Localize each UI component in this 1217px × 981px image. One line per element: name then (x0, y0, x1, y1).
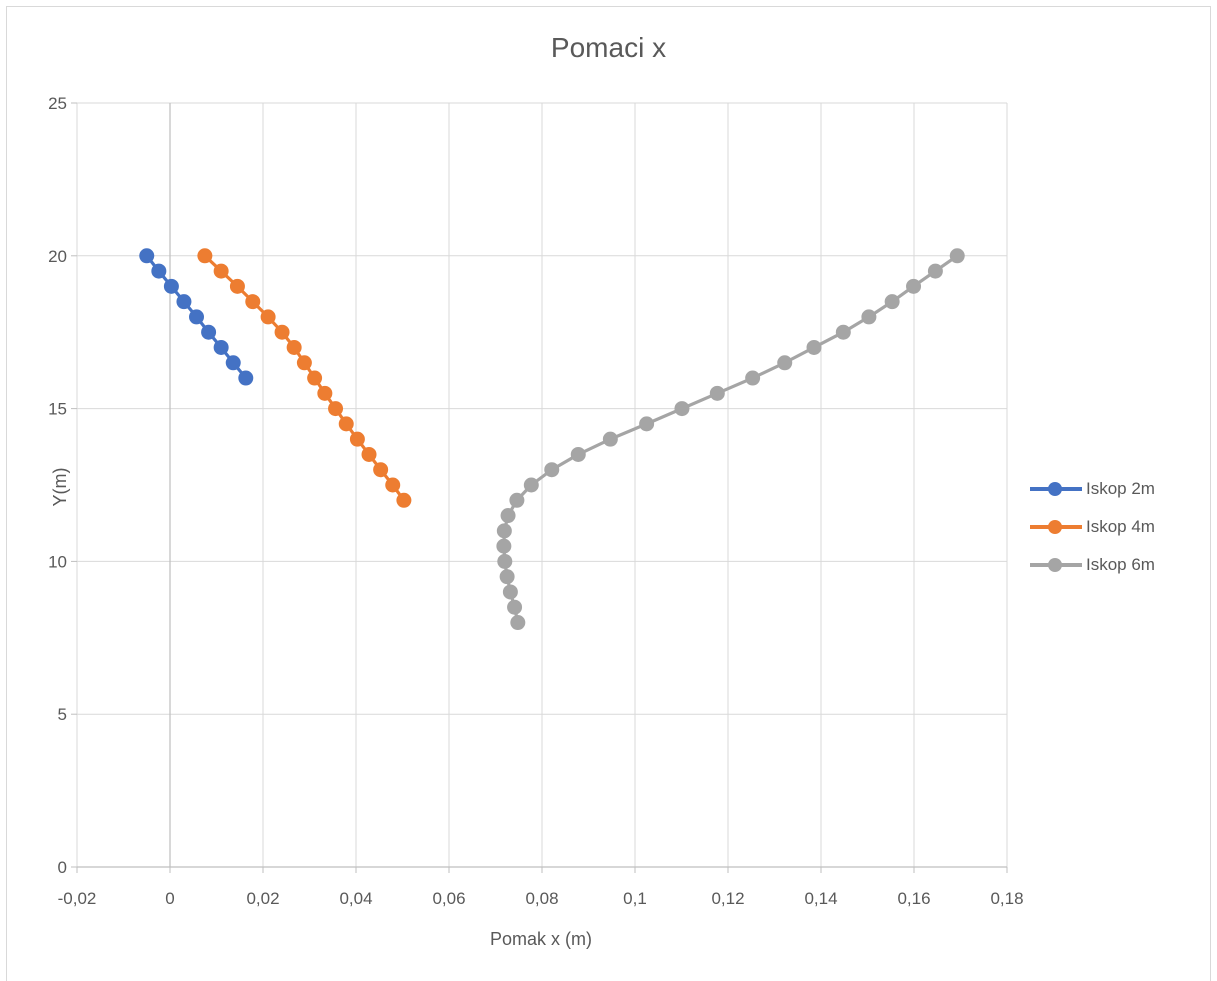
data-point (176, 294, 192, 310)
data-point (139, 248, 155, 264)
data-point (510, 615, 526, 631)
series-group (197, 248, 412, 508)
data-point (500, 508, 516, 524)
data-point (509, 492, 525, 508)
data-point (507, 599, 523, 615)
data-point (317, 385, 333, 401)
data-point (361, 446, 377, 462)
legend-label: Iskop 4m (1086, 517, 1155, 536)
axis-layer: -0,02 0 0,02 0,04 0,06 0,08 0,1 0,12 0,14 0,16 0,1… (48, 94, 1023, 908)
data-point (777, 355, 793, 371)
series-group (496, 248, 965, 631)
data-point (674, 401, 690, 417)
data-point (201, 324, 217, 340)
legend-swatch (1030, 520, 1082, 534)
data-point (338, 416, 354, 432)
y-tick-label: 20 (48, 247, 67, 266)
x-axis-title: Pomak x (m) (490, 929, 592, 949)
data-point (806, 339, 822, 355)
x-tick-label: 0,04 (339, 889, 372, 908)
y-tick-label: 10 (48, 552, 67, 571)
data-point (245, 294, 261, 310)
data-point (229, 278, 245, 294)
data-point (151, 263, 167, 279)
x-tick-label: 0,18 (990, 889, 1023, 908)
chart-area (6, 6, 1211, 981)
x-tick-label: 0 (165, 889, 174, 908)
legend-label: Iskop 2m (1086, 479, 1155, 498)
legend-label: Iskop 6m (1086, 555, 1155, 574)
data-point (296, 355, 312, 371)
data-point (906, 278, 922, 294)
x-tick-label: 0,02 (246, 889, 279, 908)
data-point (307, 370, 323, 386)
legend-marker (1048, 520, 1062, 534)
series-layer (139, 248, 965, 631)
data-point (949, 248, 965, 264)
x-tick-label: 0,12 (711, 889, 744, 908)
legend-item: Iskop 4m (1030, 508, 1155, 546)
data-point (274, 324, 290, 340)
data-point (602, 431, 618, 447)
y-tick-label: 25 (48, 94, 67, 113)
data-point (260, 309, 276, 325)
y-tick-label: 5 (58, 705, 67, 724)
data-point (213, 263, 229, 279)
x-tick-label: 0,16 (897, 889, 930, 908)
data-point (496, 523, 512, 539)
y-tick-label: 15 (48, 400, 67, 419)
data-point (544, 462, 560, 478)
data-point (570, 446, 586, 462)
legend-swatch (1030, 558, 1082, 572)
data-point (197, 248, 213, 264)
legend-item: Iskop 6m (1030, 546, 1155, 584)
data-point (496, 538, 512, 554)
data-point (709, 385, 725, 401)
x-tick-label: 0,14 (804, 889, 837, 908)
data-point (884, 294, 900, 310)
series-line (502, 254, 959, 623)
data-point (927, 263, 943, 279)
y-axis-title: Y(m) (50, 468, 70, 507)
series-group (139, 248, 254, 386)
data-point (225, 355, 241, 371)
x-tick-label: -0,02 (58, 889, 97, 908)
data-point (328, 401, 344, 417)
data-point (639, 416, 655, 432)
x-tick-label: 0,08 (525, 889, 558, 908)
data-point (745, 370, 761, 386)
x-tick-label: 0,06 (432, 889, 465, 908)
legend: Iskop 2m Iskop 4m Iskop 6m (1030, 470, 1155, 584)
data-point (523, 477, 539, 493)
data-point (385, 477, 401, 493)
legend-swatch (1030, 482, 1082, 496)
x-tick-label: 0,1 (623, 889, 647, 908)
data-point (502, 584, 518, 600)
legend-item: Iskop 2m (1030, 470, 1155, 508)
data-point (163, 278, 179, 294)
data-point (349, 431, 365, 447)
legend-marker (1048, 558, 1062, 572)
data-point (213, 339, 229, 355)
data-point (238, 370, 254, 386)
y-tick-label: 0 (58, 858, 67, 877)
data-point (189, 309, 205, 325)
data-point (861, 309, 877, 325)
data-point (497, 553, 513, 569)
data-point (396, 492, 412, 508)
legend-marker (1048, 482, 1062, 496)
data-point (373, 462, 389, 478)
data-point (499, 569, 515, 585)
chart-title: Pomaci x (550, 32, 667, 63)
data-point (286, 339, 302, 355)
data-point (835, 324, 851, 340)
grid-layer (76, 102, 1008, 868)
